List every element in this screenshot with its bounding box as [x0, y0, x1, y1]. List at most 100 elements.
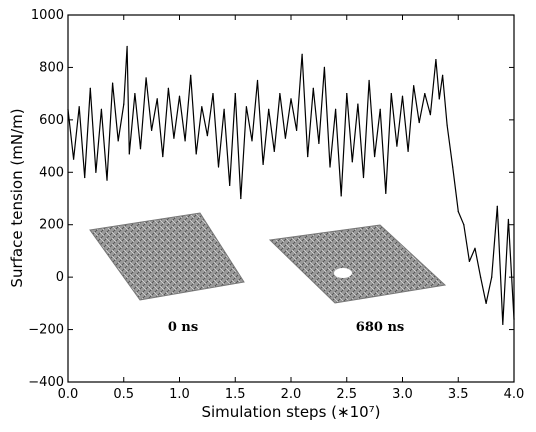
data-point	[279, 93, 281, 95]
data-point	[390, 93, 392, 95]
data-point	[173, 137, 175, 139]
data-point	[502, 323, 504, 325]
data-point	[385, 192, 387, 194]
data-point	[368, 79, 370, 82]
x-tick-label: 3.0	[392, 387, 413, 402]
x-tick-label: 1.0	[169, 387, 190, 402]
membrane-snapshot-0ns	[89, 212, 245, 301]
data-point	[167, 87, 169, 89]
data-point	[229, 184, 231, 186]
x-tick-label: 2.0	[281, 387, 302, 402]
data-point	[72, 158, 75, 160]
membrane-pore	[334, 268, 352, 278]
data-point	[396, 145, 398, 147]
data-point	[240, 197, 242, 200]
x-axis-label: Simulation steps (∗10⁷)	[201, 403, 380, 421]
data-point	[374, 155, 376, 158]
data-point	[112, 82, 114, 84]
data-point	[190, 74, 192, 76]
data-point	[346, 93, 348, 95]
data-point	[413, 85, 415, 87]
axis-ticks: 0.0 0.5 1.0 1.5 2.0 2.5 3.0 3.5 4.0 −400 −200 0 200 4…	[28, 8, 524, 402]
y-tick-label: −200	[28, 323, 64, 338]
data-point	[429, 114, 431, 116]
membrane-snapshot-680ns	[268, 224, 447, 304]
data-point	[491, 276, 493, 278]
data-point	[479, 276, 482, 278]
x-tick-label: 0.0	[58, 387, 79, 402]
data-point	[463, 224, 465, 226]
data-point	[407, 150, 409, 152]
data-point	[256, 79, 259, 82]
data-point	[435, 58, 437, 61]
data-point	[262, 163, 264, 166]
data-points	[67, 45, 515, 325]
data-point	[162, 155, 164, 158]
data-point	[251, 140, 253, 142]
data-point	[128, 153, 130, 155]
data-point	[438, 98, 440, 100]
data-point	[335, 108, 337, 110]
x-tick-label: 3.5	[448, 387, 469, 402]
y-tick-label: 600	[39, 113, 64, 128]
data-point	[178, 95, 181, 97]
data-point	[100, 108, 103, 110]
data-point	[295, 129, 298, 131]
data-point	[123, 103, 125, 105]
data-point	[362, 176, 365, 179]
data-point	[134, 93, 136, 95]
data-point	[201, 106, 203, 108]
plot-frame	[67, 14, 515, 383]
data-point	[139, 148, 142, 150]
y-tick-label: 200	[39, 218, 64, 233]
data-point	[312, 87, 314, 89]
data-point	[89, 87, 91, 89]
y-tick-label: 0	[56, 270, 64, 285]
data-point	[474, 247, 476, 249]
data-point	[145, 77, 147, 79]
data-point	[329, 166, 331, 168]
data-point	[106, 179, 108, 181]
data-point	[184, 140, 186, 142]
data-point	[151, 129, 153, 131]
snapshot-label-0ns: 0 ns	[168, 320, 198, 335]
x-tick-label: 4.0	[504, 387, 525, 402]
x-tick-label: 2.5	[336, 387, 357, 402]
data-point	[323, 66, 326, 69]
y-tick-label: 1000	[31, 8, 64, 23]
y-tick-label: 400	[39, 165, 64, 180]
data-point	[452, 166, 454, 168]
data-point	[379, 108, 381, 110]
data-point	[126, 45, 128, 48]
data-point	[117, 140, 119, 142]
data-point	[424, 93, 426, 95]
data-point	[507, 218, 510, 221]
data-point	[446, 124, 448, 126]
y-axis-label: Surface tension (mN/m)	[8, 108, 26, 287]
data-point	[273, 150, 275, 152]
data-point	[217, 166, 220, 168]
data-point	[401, 95, 404, 97]
data-point	[485, 302, 487, 304]
data-point	[418, 121, 420, 124]
y-tick-label: 800	[39, 60, 64, 75]
data-point	[268, 108, 270, 110]
data-point	[468, 260, 470, 263]
data-point	[234, 93, 236, 95]
data-point	[340, 195, 342, 197]
data-point	[357, 103, 359, 105]
data-point	[284, 137, 287, 139]
data-point	[156, 98, 158, 100]
data-point	[245, 106, 247, 108]
data-point	[78, 106, 80, 108]
data-point	[307, 155, 309, 158]
data-point	[195, 153, 197, 155]
data-point	[84, 176, 86, 179]
data-point	[301, 53, 303, 55]
y-tick-label: −400	[28, 375, 64, 390]
x-tick-label: 1.5	[225, 387, 246, 402]
data-point	[496, 205, 498, 207]
data-point	[442, 74, 444, 76]
data-point	[351, 161, 353, 163]
